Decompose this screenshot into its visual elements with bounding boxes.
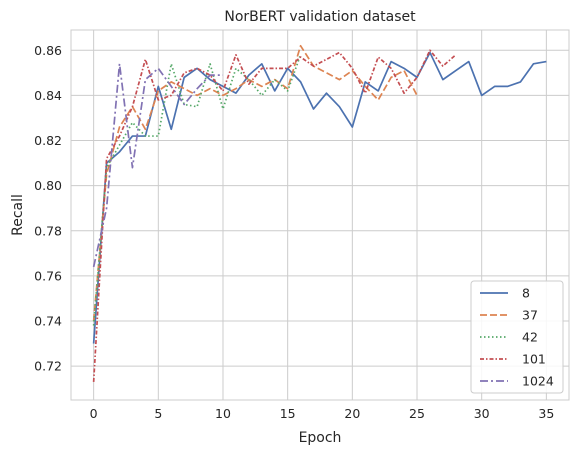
- chart-title: NorBERT validation dataset: [224, 9, 416, 25]
- series-line-101: [92, 49, 457, 382]
- x-tick-label: 5: [154, 406, 162, 421]
- legend-label-8: 8: [522, 286, 530, 301]
- legend-box: [470, 280, 564, 394]
- series-line-37: [92, 44, 418, 322]
- y-tick-label: 0.72: [34, 359, 62, 374]
- y-tick-label: 0.76: [34, 268, 62, 283]
- y-tick-label: 0.78: [34, 223, 62, 238]
- series-lines: [92, 44, 547, 382]
- x-axis-label: Epoch: [299, 430, 342, 446]
- legend: 8 37 42 101 1024: [470, 280, 564, 394]
- plot-area: [70, 29, 570, 401]
- y-axis-label: Recall: [10, 194, 26, 236]
- x-tick-label: 10: [215, 406, 231, 421]
- legend-label-37: 37: [522, 308, 538, 323]
- y-tick-label: 0.86: [34, 43, 62, 58]
- x-tick-label: 0: [90, 406, 98, 421]
- series-line-8: [92, 51, 547, 344]
- x-tick-label: 35: [538, 406, 554, 421]
- axis-ticks: 0 5 10 15 20 25 30 35 0.72 0.74 0.76 0.78 0.80 0.82 0.…: [34, 43, 554, 421]
- x-tick-label: 25: [409, 406, 425, 421]
- legend-label-42: 42: [522, 330, 538, 345]
- x-tick-label: 20: [344, 406, 360, 421]
- x-tick-label: 30: [474, 406, 490, 421]
- grid-lines: [71, 30, 569, 400]
- y-tick-label: 0.84: [34, 88, 62, 103]
- legend-label-1024: 1024: [522, 374, 554, 389]
- legend-label-101: 101: [522, 352, 546, 367]
- y-tick-label: 0.80: [34, 178, 62, 193]
- series-line-1024: [92, 62, 223, 268]
- y-tick-label: 0.74: [34, 314, 62, 329]
- x-tick-label: 15: [280, 406, 296, 421]
- y-tick-label: 0.82: [34, 133, 62, 148]
